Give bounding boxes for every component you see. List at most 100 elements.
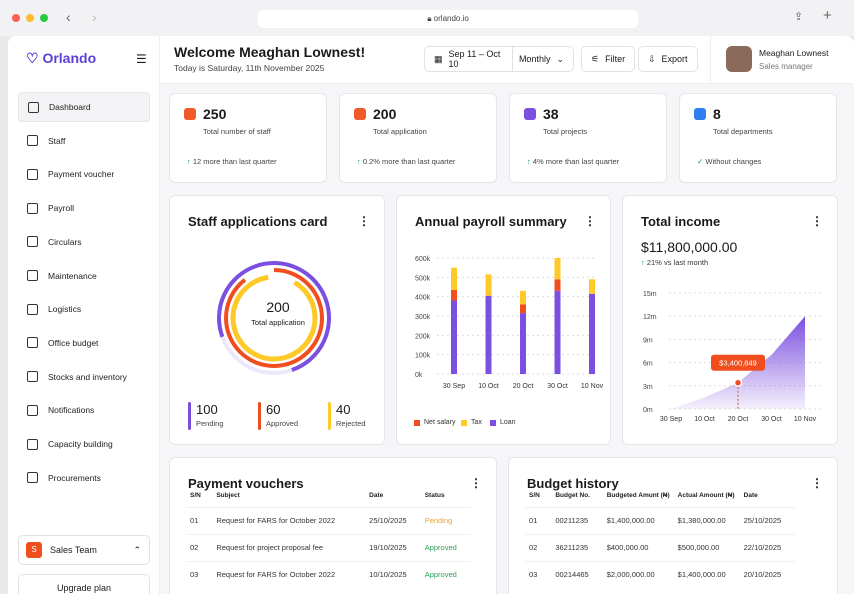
page-subtitle: Today is Saturday, 11th November 2025 — [174, 63, 325, 73]
bar-loan — [589, 293, 595, 374]
bar-loan — [520, 313, 526, 374]
user-name: Meaghan Lownest — [759, 48, 829, 58]
table-cell: 25/10/2025 — [739, 507, 796, 535]
sidebar-item-label: Office budget — [48, 337, 99, 348]
budget-table: S/N Budget No. Budgeted Amunt (₦) Actual Am… — [525, 492, 796, 588]
table-cell: 00214465 — [551, 561, 603, 588]
bar-tax — [554, 258, 561, 280]
sidebar-item-label: Maintenance — [48, 270, 97, 281]
forward-icon[interactable]: › — [92, 9, 97, 25]
sidebar-item-staff[interactable]: Staff — [18, 126, 150, 156]
arrow-up-icon: ↑ — [187, 157, 193, 166]
gear-icon — [27, 270, 38, 281]
tooltip-value: $3,400,849 — [719, 359, 757, 368]
sidebar-item-label: Capacity building — [48, 439, 113, 449]
column-header: Actual Amount (₦) — [677, 492, 735, 499]
income-card: Total income ⋮ $11,800,000.00 ↑ 21% vs l… — [622, 195, 838, 445]
more-icon[interactable]: ⋮ — [470, 476, 482, 490]
sidebar-item-stocks-and-inventory[interactable]: Stocks and inventory — [18, 362, 150, 392]
sidebar-item-circulars[interactable]: Circulars — [18, 227, 150, 257]
stat-value: 250 — [203, 106, 227, 122]
income-area-chart: 0m 3m 6m 9m 12m 15m 30 Sep 10 Oct 20 Oct 30 Oct 10… — [643, 291, 823, 423]
x-tick-label: 30 Oct — [761, 416, 782, 423]
stat-value: 200 — [373, 106, 397, 122]
more-icon[interactable]: ⋮ — [584, 214, 596, 228]
app: ♡ Orlando ☰ Dashboard Staff Payment vouche… — [8, 36, 854, 594]
export-button[interactable]: ⇩ Export — [638, 46, 698, 72]
menu-toggle-icon[interactable]: ☰ — [136, 52, 147, 66]
table-cell: $1,400,000.00 — [673, 561, 740, 588]
close-dot[interactable] — [12, 14, 20, 22]
globe-icon — [27, 303, 38, 315]
bar-net-salary — [554, 279, 561, 291]
sidebar-item-notifications[interactable]: Notifications — [18, 395, 150, 425]
sidebar-item-label: Staff — [48, 135, 66, 146]
column-header: Subject — [216, 492, 240, 499]
stat-icon — [354, 108, 366, 120]
upgrade-plan-button[interactable]: Upgrade plan — [18, 574, 150, 594]
table-cell: Request for FARS for October 2022 — [212, 507, 366, 535]
more-icon[interactable]: ⋮ — [358, 214, 370, 228]
sidebar-item-label: Dashboard — [49, 102, 91, 112]
check-icon: ✓ — [697, 157, 706, 166]
file-icon — [27, 236, 38, 248]
column-header: Budgeted Amunt (₦) — [606, 492, 670, 499]
y-tick-label: 300k — [415, 314, 431, 321]
filter-label: Filter — [605, 54, 626, 64]
filter-button[interactable]: ⚟ Filter — [581, 46, 636, 72]
sidebar-item-procurements[interactable]: Procurements — [18, 463, 150, 493]
table-row[interactable]: 03 Request for FARS for October 2022 10/10… — [186, 561, 471, 588]
x-tick-label: 10 Nov — [794, 416, 817, 423]
sidebar-item-payment-voucher[interactable]: Payment voucher — [18, 159, 150, 189]
more-icon[interactable]: ⋮ — [811, 476, 823, 490]
period-select[interactable]: Monthly — [518, 54, 551, 64]
sidebar-item-office-budget[interactable]: Office budget — [18, 328, 150, 358]
date-range-picker[interactable]: ▦ Sep 11 – Oct 10 Monthly ⌄ — [424, 46, 574, 72]
back-icon[interactable]: ‹ — [66, 9, 71, 25]
y-tick-label: 0k — [415, 372, 423, 379]
x-tick-label: 30 Sep — [660, 416, 682, 423]
income-total: $11,800,000.00 — [641, 239, 738, 255]
minimize-dot[interactable] — [26, 14, 34, 22]
y-tick-label: 12m — [643, 314, 657, 321]
team-switcher[interactable]: S Sales Team ⌃ — [18, 535, 150, 565]
column-header: S/N — [529, 492, 540, 499]
chevron-down-icon: ⌄ — [556, 53, 564, 64]
url-bar[interactable]: 🔒︎ orlando.io — [258, 10, 638, 28]
new-tab-icon[interactable]: + — [823, 7, 832, 24]
bar-tax — [485, 274, 492, 296]
bar-tax — [451, 267, 457, 290]
y-tick-label: 9m — [643, 337, 653, 344]
stat-label: Total number of staff — [203, 127, 271, 136]
export-icon: ⇩ — [648, 53, 656, 64]
legend-value: 60 — [266, 402, 281, 417]
sidebar-item-logistics[interactable]: Logistics — [18, 294, 150, 324]
users-icon — [27, 135, 38, 147]
avatar[interactable] — [726, 46, 752, 72]
payroll-card: Annual payroll summary ⋮ 0k 100k 200k 300k 4… — [396, 195, 611, 445]
sidebar-item-capacity-building[interactable]: Capacity building — [18, 429, 150, 459]
bar-loan — [451, 300, 457, 374]
maximize-dot[interactable] — [40, 14, 48, 22]
stat-label: Total application — [373, 127, 427, 136]
y-tick-label: 400k — [415, 295, 431, 302]
table-row[interactable]: 01 00211235 $1,400,000.00 $1,380,000.00 25/1… — [525, 507, 796, 535]
table-cell: 20/10/2025 — [739, 561, 796, 588]
table-row[interactable]: 02 36211235 $400,000.00 $500,000.00 22/10/20… — [525, 534, 796, 562]
table-cell: 36211235 — [551, 534, 603, 562]
table-row[interactable]: 01 Request for FARS for October 2022 25/10… — [186, 507, 471, 535]
box-icon — [27, 472, 38, 484]
y-tick-label: 100k — [415, 353, 431, 360]
column-header: Date — [369, 492, 384, 499]
y-tick-label: 200k — [415, 333, 431, 340]
legend-bar — [258, 402, 261, 430]
more-icon[interactable]: ⋮ — [811, 214, 823, 228]
table-row[interactable]: 02 Request for project proposal fee 19/10/… — [186, 534, 471, 562]
sidebar-item-payroll[interactable]: Payroll — [18, 193, 150, 223]
sidebar-item-maintenance[interactable]: Maintenance — [18, 261, 150, 291]
table-row[interactable]: 03 00214465 $2,000,000.00 $1,400,000.00 20/1… — [525, 561, 796, 588]
card-title: Annual payroll summary — [415, 214, 567, 229]
share-icon[interactable]: ⇪ — [794, 11, 804, 23]
table-cell: Pending — [420, 507, 471, 535]
sidebar-item-dashboard[interactable]: Dashboard — [18, 92, 150, 122]
